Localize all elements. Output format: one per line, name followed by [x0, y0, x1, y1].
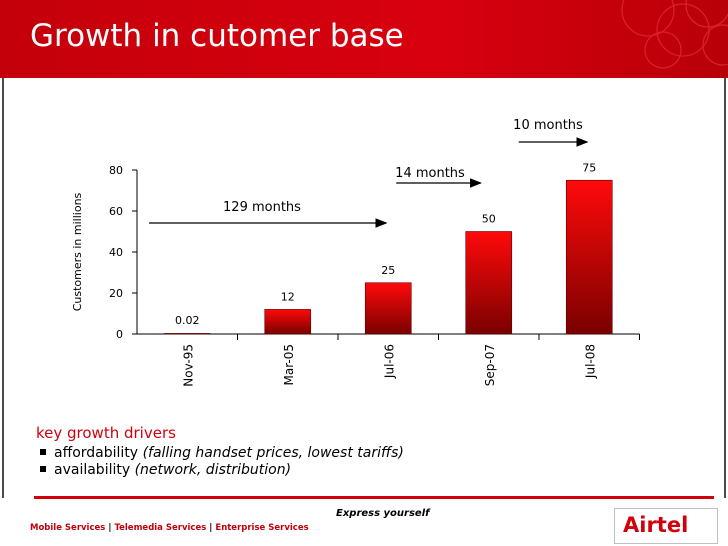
driver-label: affordability — [54, 445, 139, 461]
data-label: 12 — [281, 290, 295, 303]
bullet-icon — [40, 449, 46, 455]
bar — [565, 179, 613, 335]
y-tick-label: 0 — [116, 328, 123, 341]
bar — [264, 309, 312, 335]
y-axis-title: Customers in millions — [71, 192, 84, 311]
slide-title: Growth in cutomer base — [30, 18, 404, 54]
y-tick-label: 80 — [109, 164, 123, 177]
tagline: Express yourself — [336, 508, 430, 519]
y-tick-label: 20 — [109, 287, 123, 300]
driver-label: availability — [54, 462, 131, 478]
category-label: Mar-05 — [282, 344, 296, 385]
left-border — [2, 78, 4, 498]
category-label: Nov-95 — [181, 344, 195, 387]
drivers-list: affordability (falling handset prices, l… — [36, 445, 404, 478]
category-label: Jul-08 — [583, 344, 597, 379]
bullet-icon — [40, 466, 46, 472]
driver-note: (falling handset prices, lowest tariffs) — [142, 445, 404, 461]
bar — [364, 282, 412, 335]
footer-service: Telemedia Services — [114, 523, 207, 533]
bar — [465, 231, 513, 335]
data-label: 50 — [482, 213, 496, 226]
category-label: Jul-06 — [382, 344, 396, 379]
y-tick-label: 40 — [109, 246, 123, 259]
right-border — [724, 78, 726, 498]
data-label: 0.02 — [175, 314, 200, 327]
annotation-label: 10 months — [513, 118, 583, 133]
decorative-pattern — [621, 0, 728, 69]
logo-text: Airtel — [623, 513, 689, 537]
driver-note: (network, distribution) — [134, 462, 292, 478]
drivers-heading: key growth drivers — [36, 424, 176, 442]
y-tick-label: 60 — [109, 205, 123, 218]
data-label: 25 — [381, 264, 395, 277]
footer-separator: | — [108, 523, 112, 533]
footer-service: Mobile Services — [30, 523, 106, 533]
category-label: Sep-07 — [483, 344, 497, 386]
annotation-label: 14 months — [395, 166, 465, 181]
footer-services: Mobile Services | Telemedia Services | Enter… — [30, 523, 309, 533]
footer-rule — [34, 496, 714, 499]
title-band: Growth in cutomer base — [0, 0, 728, 78]
annotation-label: 129 months — [223, 200, 301, 215]
footer-separator: | — [209, 523, 213, 533]
bar — [163, 333, 211, 335]
data-label: 75 — [582, 161, 596, 174]
growth-chart: 0 20 40 60 80 Customers in millions 0.02 Nov-95… — [71, 118, 640, 387]
list-item: availability (network, distribution) — [36, 462, 404, 478]
airtel-logo: Airtel — [614, 508, 718, 544]
footer-service: Enterprise Services — [215, 523, 309, 533]
list-item: affordability (falling handset prices, l… — [36, 445, 404, 461]
growth-drivers: key growth drivers affordability (fallin… — [36, 424, 404, 479]
